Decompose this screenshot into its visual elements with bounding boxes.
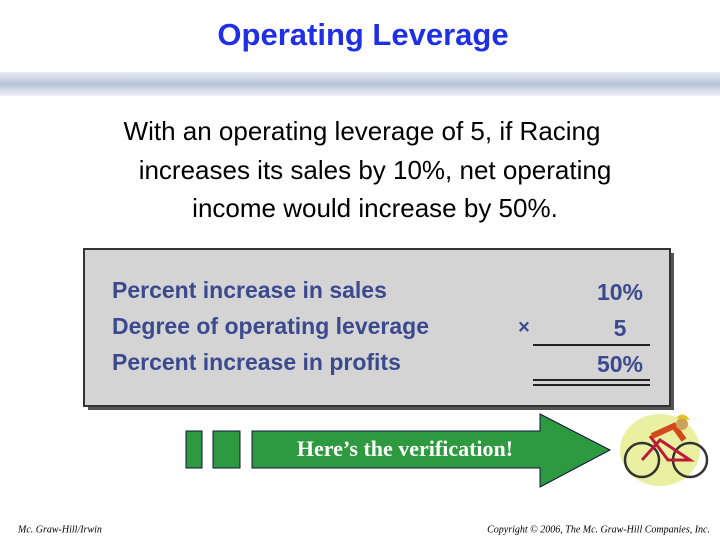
arrow-block [212,430,241,469]
arrow-block [185,430,203,469]
cyclist-icon [620,414,709,486]
arrow [251,413,612,488]
row-label: Percent increase in profits [112,349,401,375]
row-value: 50% [597,351,643,377]
body-line: With an operating leverage of 5, if Raci… [124,116,601,146]
arrow-label: Here’s the verification! [297,436,513,461]
title-band [0,72,720,96]
operator: × [518,316,530,338]
body-line: income would increase by 50%. [192,193,558,223]
row-value: 10% [597,279,643,305]
row-label: Degree of operating leverage [112,313,429,339]
body-line: increases its sales by 10%, net operatin… [139,155,612,185]
row-value: 5 [614,315,627,341]
footer-left: Mc. Graw-Hill/Irwin [17,524,102,535]
row-label: Percent increase in sales [112,277,387,303]
footer-right: Copyright © 2006, The Mc. Graw-Hill Comp… [487,524,710,535]
slide-title: Operating Leverage [217,17,508,52]
